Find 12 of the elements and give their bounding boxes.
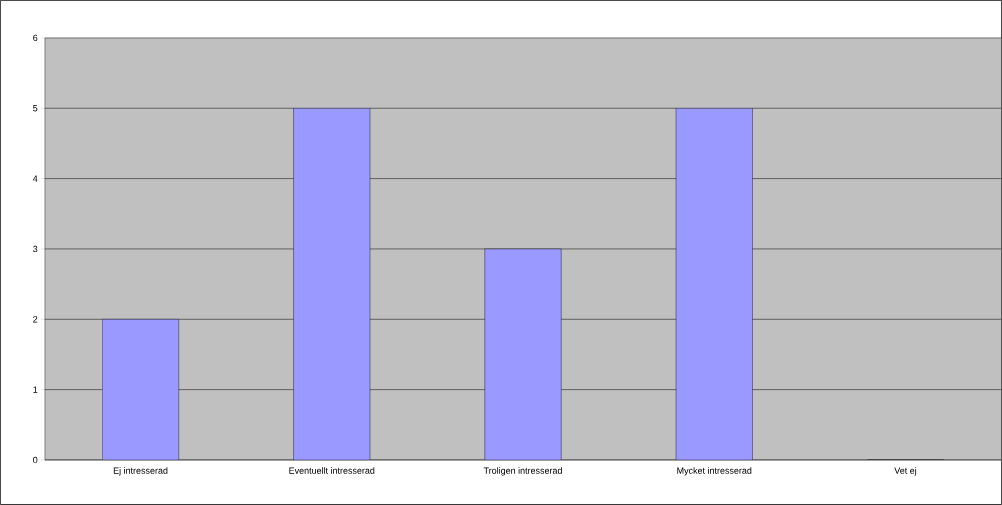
- y-tick-label: 5: [33, 105, 38, 112]
- y-tick-label: 0: [33, 456, 38, 464]
- x-tick-label: Mycket intresserad: [677, 467, 752, 476]
- y-tick-label: 6: [33, 34, 38, 42]
- y-tick-label: 3: [33, 245, 38, 253]
- y-tick-label: 4: [32, 175, 38, 182]
- x-tick-label: Vet ej: [894, 467, 917, 476]
- x-tick-label: Eventuellt intresserad: [289, 467, 375, 474]
- x-tick-label: Troligen intresserad: [483, 467, 562, 476]
- y-tick-label: 2: [33, 316, 38, 323]
- y-tick-label: 1: [33, 386, 38, 393]
- x-tick-label: Ej intresserad: [113, 467, 168, 476]
